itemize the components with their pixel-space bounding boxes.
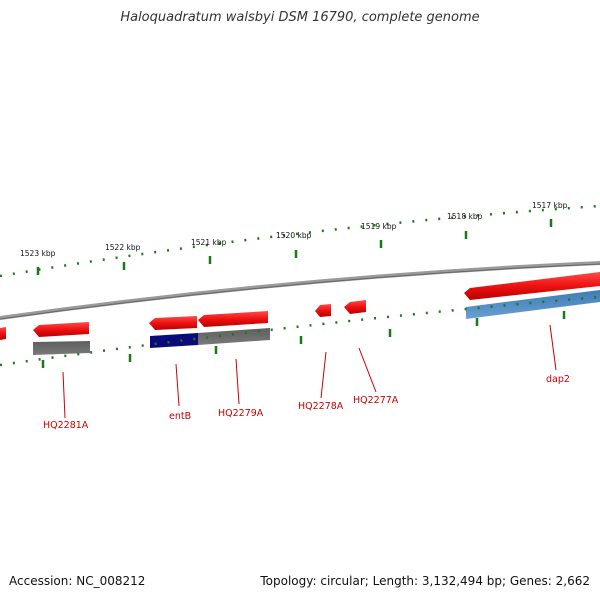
gene-label: HQ2281A: [43, 420, 89, 431]
outer-scale-ring: [0, 204, 600, 278]
outer-major-ticks: [36, 219, 553, 275]
genome-backbone-shade: [0, 263, 600, 320]
scale-label: 1517 kbp: [532, 201, 568, 210]
scale-label: 1523 kbp: [20, 249, 56, 258]
scale-label: 1519 kbp: [361, 222, 397, 231]
secondary-features: [33, 290, 600, 355]
scale-label: 1518 kbp: [447, 212, 483, 221]
scale-label: 1521 kbp: [191, 238, 227, 247]
gene-label: entB: [169, 411, 191, 422]
gene-label: HQ2277A: [353, 395, 399, 406]
gene-feature-entb[interactable]: [149, 316, 197, 330]
gene-feature-hq2281a[interactable]: [33, 322, 89, 337]
scale-label: 1520 kbp: [276, 231, 312, 240]
grey-feature[interactable]: [33, 341, 90, 355]
gene-callouts: [62, 324, 557, 419]
forward-strand-features: [0, 272, 600, 340]
gene-feature-hq2279a[interactable]: [198, 311, 268, 327]
gene-label: dap2: [546, 374, 570, 385]
topology-text: Topology: circular; Length: 3,132,494 bp…: [260, 574, 590, 588]
navy-feature[interactable]: [150, 333, 198, 348]
gene-feature-hq2278a[interactable]: [315, 304, 331, 317]
accession-text: Accession: NC_008212: [9, 574, 146, 588]
gene-label: HQ2279A: [218, 408, 264, 419]
scale-label: 1522 kbp: [105, 243, 141, 252]
map-title: Haloquadratum walsbyi DSM 16790, complet…: [120, 10, 480, 25]
gene-feature-dap2[interactable]: [464, 272, 600, 300]
grey-feature[interactable]: [198, 328, 270, 345]
gene-feature[interactable]: [0, 327, 6, 340]
blue-feature[interactable]: [466, 290, 600, 319]
gene-feature-hq2277a[interactable]: [344, 300, 366, 314]
genome-backbone: [0, 261, 600, 320]
gene-label: HQ2278A: [298, 401, 344, 412]
inner-major-ticks: [41, 311, 566, 368]
